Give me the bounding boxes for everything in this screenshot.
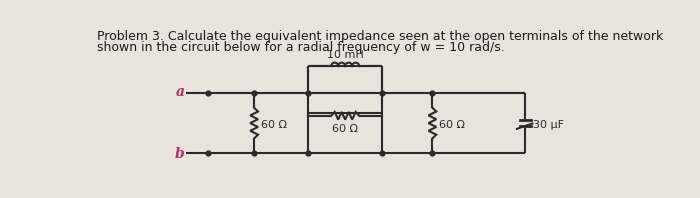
Text: 10 mH: 10 mH: [327, 50, 363, 60]
Text: 60 Ω: 60 Ω: [261, 120, 287, 130]
Text: b: b: [174, 147, 184, 161]
Text: Problem 3. Calculate the equivalent impedance seen at the open terminals of the : Problem 3. Calculate the equivalent impe…: [97, 30, 663, 43]
Text: 30 μF: 30 μF: [533, 120, 564, 130]
Text: a: a: [176, 85, 184, 99]
Text: 60 Ω: 60 Ω: [440, 120, 466, 130]
Text: shown in the circuit below for a radial frequency of w = 10 rad/s.: shown in the circuit below for a radial …: [97, 41, 505, 54]
Text: 60 Ω: 60 Ω: [332, 124, 358, 134]
